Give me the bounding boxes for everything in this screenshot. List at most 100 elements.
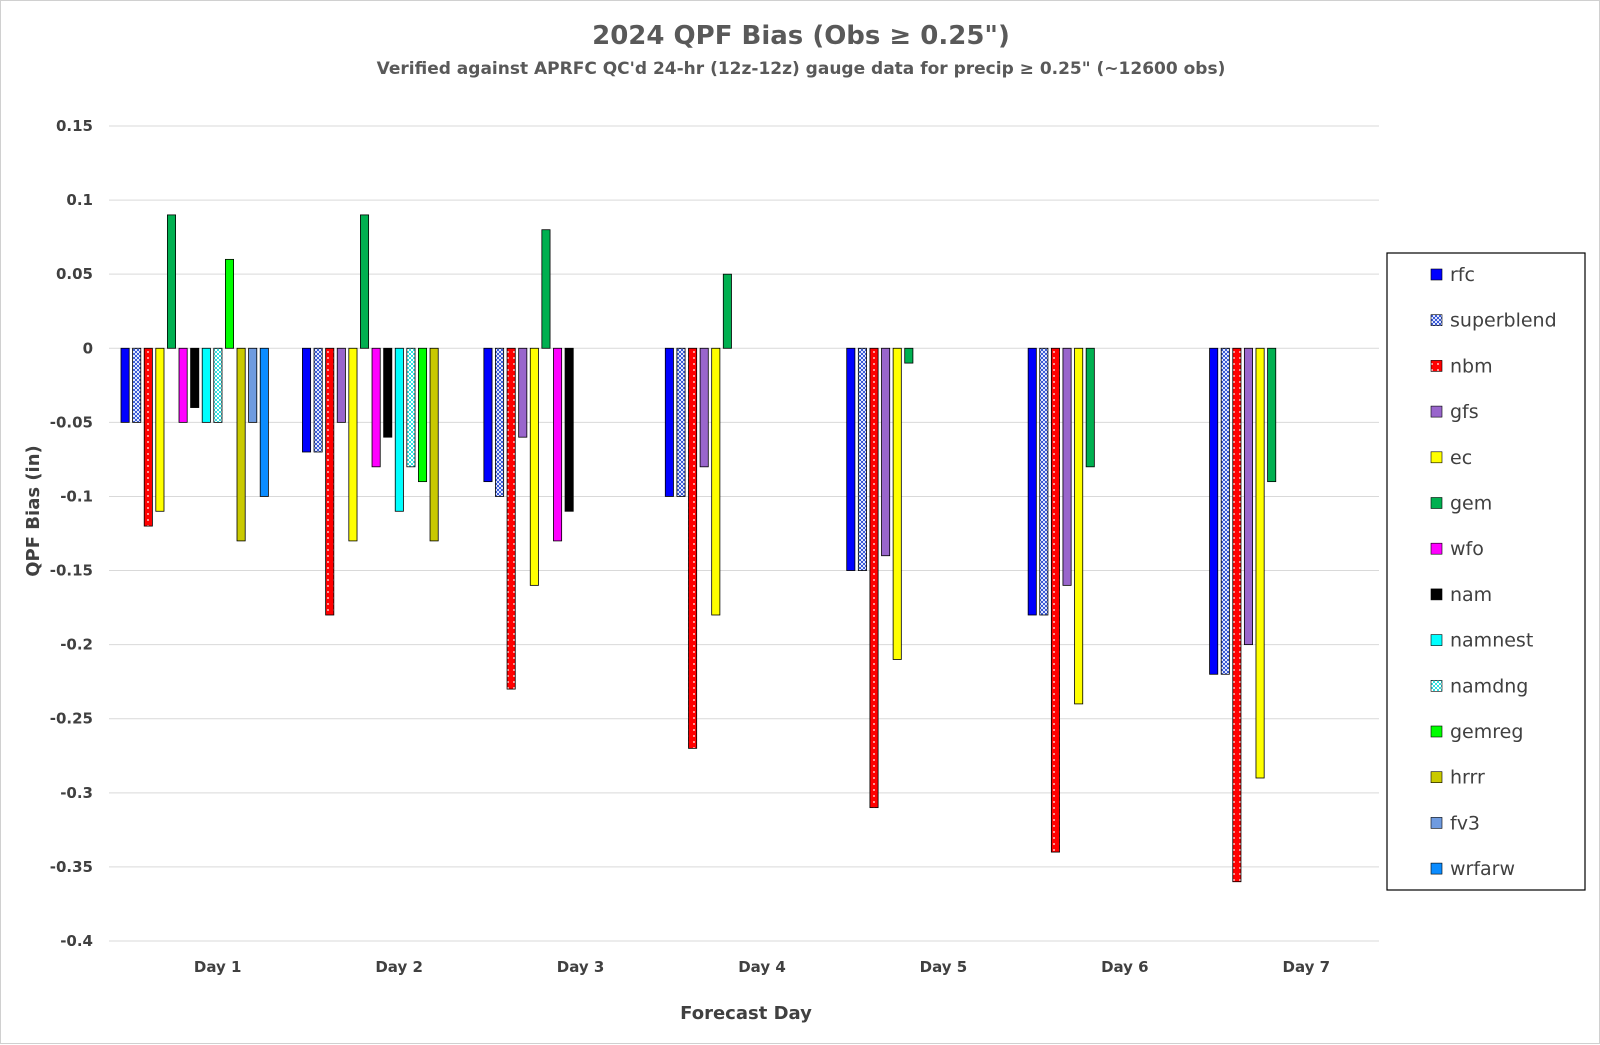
legend-label-namdng: namdng bbox=[1450, 675, 1528, 697]
legend-label-superblend: superblend bbox=[1450, 310, 1557, 332]
bar-ec-day1 bbox=[155, 347, 165, 512]
bar-gemreg-day2 bbox=[418, 347, 428, 483]
bar-wfo-day3 bbox=[553, 347, 563, 542]
bar-gem-day5 bbox=[904, 347, 914, 364]
legend-label-ec: ec bbox=[1450, 447, 1472, 469]
legend-swatch-nbm bbox=[1430, 360, 1443, 372]
x-tick-label: Day 4 bbox=[738, 958, 786, 976]
bars bbox=[120, 214, 1277, 883]
bar-rfc-day5 bbox=[846, 347, 856, 571]
legend-label-wrfarw: wrfarw bbox=[1450, 858, 1515, 880]
bar-nbm-day2 bbox=[325, 347, 335, 616]
bar-fv3-day1 bbox=[248, 347, 258, 423]
x-tick-label: Day 7 bbox=[1283, 958, 1331, 976]
y-tick-label: -0.3 bbox=[60, 784, 93, 802]
legend-swatch-namnest bbox=[1430, 634, 1443, 646]
bar-nam-day2 bbox=[383, 347, 393, 438]
legend-label-nam: nam bbox=[1450, 584, 1492, 606]
bar-gfs-day6 bbox=[1062, 347, 1072, 586]
bar-namdng-day2 bbox=[406, 347, 416, 468]
legend-swatch-rfc bbox=[1430, 268, 1443, 281]
legend-swatch-gfs bbox=[1430, 405, 1443, 418]
y-axis-ticks: 0.15 0.1 0.05 0 -0.05 -0.1 -0.15 -0.2 -0.25 -0.3 -… bbox=[50, 117, 93, 950]
x-tick-label: Day 2 bbox=[375, 958, 423, 976]
bar-superblend-day7 bbox=[1220, 347, 1230, 675]
bar-namnest-day1 bbox=[201, 347, 211, 423]
y-tick-label: 0.1 bbox=[66, 191, 93, 209]
bar-ec-day5 bbox=[892, 347, 902, 660]
bar-gfs-day2 bbox=[336, 347, 346, 423]
bar-hrrr-day1 bbox=[236, 347, 246, 542]
bar-gem-day2 bbox=[360, 214, 370, 349]
bar-gfs-day7 bbox=[1243, 347, 1253, 646]
x-axis-title: Forecast Day bbox=[680, 1003, 812, 1024]
x-tick-label: Day 5 bbox=[920, 958, 968, 976]
legend-label-gemreg: gemreg bbox=[1450, 721, 1523, 743]
legend-swatch-wfo bbox=[1430, 542, 1443, 555]
legend: rfc superblend nbm gfs ec gem wfo nam namnest nam… bbox=[1386, 252, 1586, 891]
chart-subtitle: Verified against APRFC QC'd 24-hr (12z-1… bbox=[377, 59, 1226, 79]
y-tick-label: 0.15 bbox=[56, 117, 93, 135]
legend-label-fv3: fv3 bbox=[1450, 812, 1480, 834]
x-tick-label: Day 1 bbox=[194, 958, 242, 976]
bar-rfc-day7 bbox=[1209, 347, 1219, 675]
bar-nbm-day6 bbox=[1050, 347, 1060, 853]
bar-wfo-day2 bbox=[371, 347, 381, 468]
bar-rfc-day4 bbox=[664, 347, 674, 497]
legend-swatch-gem bbox=[1430, 497, 1443, 509]
bar-rfc-day6 bbox=[1027, 347, 1037, 616]
bar-nbm-day4 bbox=[688, 347, 698, 749]
x-tick-label: Day 3 bbox=[557, 958, 605, 976]
bar-nbm-day3 bbox=[506, 347, 516, 690]
y-tick-label: 0.05 bbox=[56, 265, 93, 283]
y-tick-label: -0.25 bbox=[50, 710, 93, 728]
bar-gem-day4 bbox=[722, 273, 732, 349]
legend-label-hrrr: hrrr bbox=[1450, 767, 1485, 789]
legend-label-wfo: wfo bbox=[1450, 538, 1484, 560]
bar-ec-day3 bbox=[529, 347, 539, 586]
y-axis-title: QPF Bias (in) bbox=[23, 445, 44, 577]
legend-swatch-wrfarw bbox=[1430, 862, 1443, 875]
bar-gem-day6 bbox=[1085, 347, 1095, 468]
legend-label-namnest: namnest bbox=[1450, 630, 1533, 652]
bar-gem-day1 bbox=[166, 214, 176, 349]
bar-superblend-day1 bbox=[132, 347, 142, 423]
bar-nbm-day5 bbox=[869, 347, 879, 809]
x-axis-ticks: Day 1 Day 2 Day 3 Day 4 Day 5 Day 6 Day 7 bbox=[194, 958, 1330, 976]
bar-superblend-day2 bbox=[313, 347, 323, 453]
bar-superblend-day6 bbox=[1039, 347, 1049, 616]
x-tick-label: Day 6 bbox=[1101, 958, 1149, 976]
gridlines bbox=[109, 125, 1379, 942]
bar-nbm-day7 bbox=[1232, 347, 1242, 883]
legend-swatch-fv3 bbox=[1430, 817, 1443, 829]
legend-swatch-namdng bbox=[1430, 679, 1443, 692]
bar-namdng-day1 bbox=[213, 347, 223, 423]
legend-label-gfs: gfs bbox=[1450, 401, 1479, 423]
y-tick-label: -0.2 bbox=[60, 636, 93, 654]
y-tick-label: -0.35 bbox=[50, 858, 93, 876]
bar-superblend-day5 bbox=[857, 347, 867, 571]
bar-nam-day3 bbox=[564, 347, 574, 512]
legend-label-rfc: rfc bbox=[1450, 264, 1475, 286]
bar-rfc-day1 bbox=[120, 347, 130, 423]
legend-swatch-superblend bbox=[1430, 314, 1443, 327]
bar-gfs-day5 bbox=[881, 347, 891, 557]
bar-wrfarw-day1 bbox=[259, 347, 269, 497]
bar-hrrr-day2 bbox=[429, 347, 439, 542]
bar-ec-day2 bbox=[348, 347, 358, 542]
bar-ec-day4 bbox=[711, 347, 721, 616]
bar-ec-day6 bbox=[1074, 347, 1084, 705]
y-tick-label: -0.15 bbox=[50, 562, 93, 580]
y-tick-label: -0.1 bbox=[60, 487, 93, 505]
legend-label-gem: gem bbox=[1450, 493, 1492, 515]
bar-gem-day7 bbox=[1267, 347, 1277, 483]
bar-wfo-day1 bbox=[178, 347, 188, 423]
bar-rfc-day3 bbox=[483, 347, 493, 483]
y-tick-label: -0.05 bbox=[50, 413, 93, 431]
legend-box bbox=[1386, 252, 1586, 891]
bar-superblend-day3 bbox=[495, 347, 505, 497]
y-tick-label: 0 bbox=[83, 339, 93, 357]
bar-nbm-day1 bbox=[143, 347, 153, 527]
